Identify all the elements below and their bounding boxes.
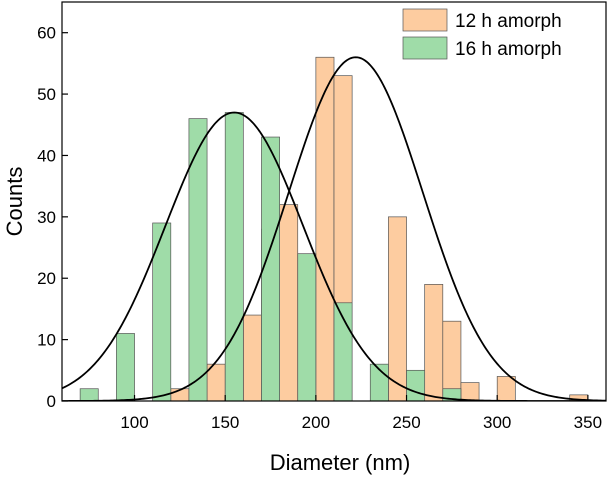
histogram-bar: [242, 314, 262, 402]
x-tick-label: 100: [120, 413, 148, 432]
legend: 12 h amorph 16 h amorph: [402, 8, 562, 60]
legend-swatch-series-1: [402, 36, 448, 60]
y-tick-label: 10: [37, 331, 56, 350]
y-tick-label: 30: [37, 208, 56, 227]
legend-label-series-0: 12 h amorph: [455, 11, 562, 32]
bars-layer: [79, 56, 589, 402]
histogram-bar: [406, 369, 426, 402]
histogram-bar: [460, 382, 480, 402]
histogram-bar: [79, 388, 99, 402]
histogram-bar: [297, 253, 317, 402]
x-tick-label: 200: [302, 413, 330, 432]
fit-curve-series-0: [62, 56, 606, 401]
y-tick-label: 60: [37, 24, 56, 43]
y-tick-label: 40: [37, 146, 56, 165]
x-tick-label: 350: [574, 413, 602, 432]
y-axis-title: Counts: [2, 167, 27, 237]
x-tick-label: 300: [483, 413, 511, 432]
histogram-bar: [496, 376, 516, 402]
histogram-bar: [279, 204, 299, 402]
histogram-bar: [388, 216, 407, 402]
histogram-bar: [116, 333, 135, 402]
x-axis-title: Diameter (nm): [270, 450, 411, 475]
y-tick-label: 20: [37, 269, 56, 288]
plot-frame: [61, 1, 607, 402]
histogram-bar: [315, 56, 335, 402]
y-tick-label: 0: [47, 392, 56, 411]
histogram-bar: [424, 284, 444, 402]
histogram-bar: [224, 112, 244, 402]
axes-layer: 100 150 200 250 300 350 0 10 20 30 40 50 60 Diameter …: [2, 1, 607, 475]
legend-label-series-1: 16 h amorph: [455, 39, 562, 60]
series-1-bars: [79, 112, 462, 402]
legend-swatch-series-0: [402, 8, 448, 32]
x-tick-label: 250: [392, 413, 420, 432]
y-tick-label: 50: [37, 85, 56, 104]
x-tick-label: 150: [211, 413, 239, 432]
histogram-bar: [261, 136, 280, 402]
